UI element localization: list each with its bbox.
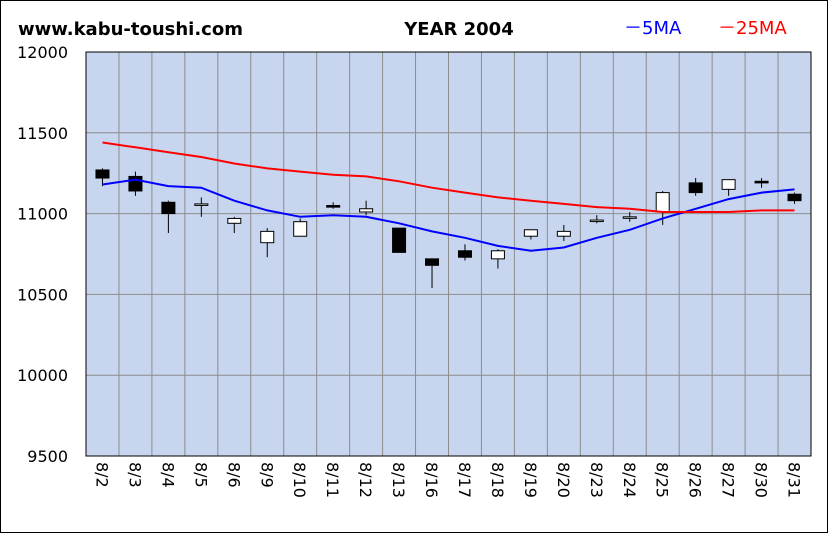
candle: [392, 227, 407, 253]
candle-body-up: [490, 250, 505, 260]
candle: [589, 215, 604, 224]
legend-5ma: －5MA: [624, 18, 682, 39]
candle-body-up: [622, 216, 637, 219]
y-tick-label: 11500: [17, 124, 68, 143]
candle-body-up: [589, 219, 604, 223]
candle: [622, 211, 637, 222]
y-tick-label: 10500: [17, 285, 68, 304]
chart-title: YEAR 2004: [403, 19, 514, 40]
candle-body-down: [326, 205, 341, 208]
x-tick-label: 8/9: [257, 462, 276, 488]
candle-body-up: [721, 179, 736, 190]
x-tick-label: 8/31: [785, 462, 804, 498]
candle-body-up: [556, 230, 571, 237]
candle-body-down: [95, 169, 110, 179]
x-tick-label: 8/6: [224, 462, 243, 488]
candle-body-down: [425, 258, 440, 266]
x-tick-label: 8/3: [125, 462, 144, 488]
moving-averages: [102, 141, 795, 252]
site-label: www.kabu-toushi.com: [18, 19, 243, 40]
x-tick-label: 8/2: [92, 462, 111, 488]
candle: [490, 249, 505, 269]
candle-body-up: [260, 230, 275, 244]
candle: [95, 168, 110, 187]
x-tick-label: 8/11: [323, 462, 342, 498]
candle: [227, 216, 242, 233]
candle: [523, 229, 538, 240]
candle-body-down: [457, 250, 472, 258]
x-axis: 8/2 8/3 8/4 8/5 8/6 8/9 8/10 8/11 8/12 8/13 8/16 8/…: [92, 462, 803, 498]
y-tick-label: 12000: [17, 43, 68, 62]
x-tick-label: 8/19: [521, 462, 540, 498]
candle-body-down: [161, 201, 176, 215]
x-tick-label: 8/16: [422, 462, 441, 498]
x-tick-label: 8/25: [653, 462, 672, 498]
x-tick-label: 8/5: [191, 462, 210, 488]
plot-border: [85, 51, 812, 457]
x-tick-label: 8/30: [752, 462, 771, 498]
ma-line-25ma: [102, 141, 795, 213]
candle-body-down: [787, 193, 802, 202]
x-tick-label: 8/26: [686, 462, 705, 498]
x-tick-label: 8/13: [389, 462, 408, 498]
candle-body-up: [655, 192, 670, 213]
candle: [161, 200, 176, 233]
y-tick-label: 11000: [17, 205, 68, 224]
x-tick-label: 8/23: [587, 462, 606, 498]
candle-body-up: [523, 229, 538, 237]
candle: [194, 197, 209, 217]
x-tick-label: 8/24: [620, 462, 639, 498]
candle: [457, 244, 472, 261]
y-tick-label: 9500: [27, 447, 68, 466]
y-tick-label: 10000: [17, 366, 68, 385]
candle: [721, 179, 736, 196]
ma-line-5ma: [102, 178, 795, 252]
candle-body-up: [194, 203, 209, 206]
candle: [556, 224, 571, 242]
candle: [787, 192, 802, 204]
candle-body-up: [359, 208, 374, 213]
candle: [688, 178, 703, 196]
candle: [359, 200, 374, 216]
candle: [326, 202, 341, 209]
candle: [293, 218, 308, 237]
x-tick-label: 8/10: [290, 462, 309, 498]
candle-body-down: [688, 182, 703, 194]
candles: [95, 168, 802, 288]
x-tick-label: 8/18: [488, 462, 507, 498]
candle-body-up: [293, 221, 308, 237]
legend-25ma: －25MA: [718, 18, 787, 39]
candle-body-up: [227, 217, 242, 224]
x-tick-label: 8/4: [158, 462, 177, 488]
grid-lines: [85, 51, 812, 457]
x-tick-label: 8/20: [554, 462, 573, 498]
x-tick-label: 8/27: [719, 462, 738, 498]
x-tick-label: 8/12: [356, 462, 375, 498]
candle-body-down: [754, 180, 769, 184]
candle: [425, 258, 440, 288]
y-axis: 9500 10000 10500 11000 11500 12000: [17, 43, 68, 466]
x-tick-label: 8/17: [455, 462, 474, 498]
candle-body-down: [392, 227, 407, 253]
candle: [754, 178, 769, 188]
candle-body-down: [128, 175, 143, 192]
candle: [260, 228, 275, 258]
